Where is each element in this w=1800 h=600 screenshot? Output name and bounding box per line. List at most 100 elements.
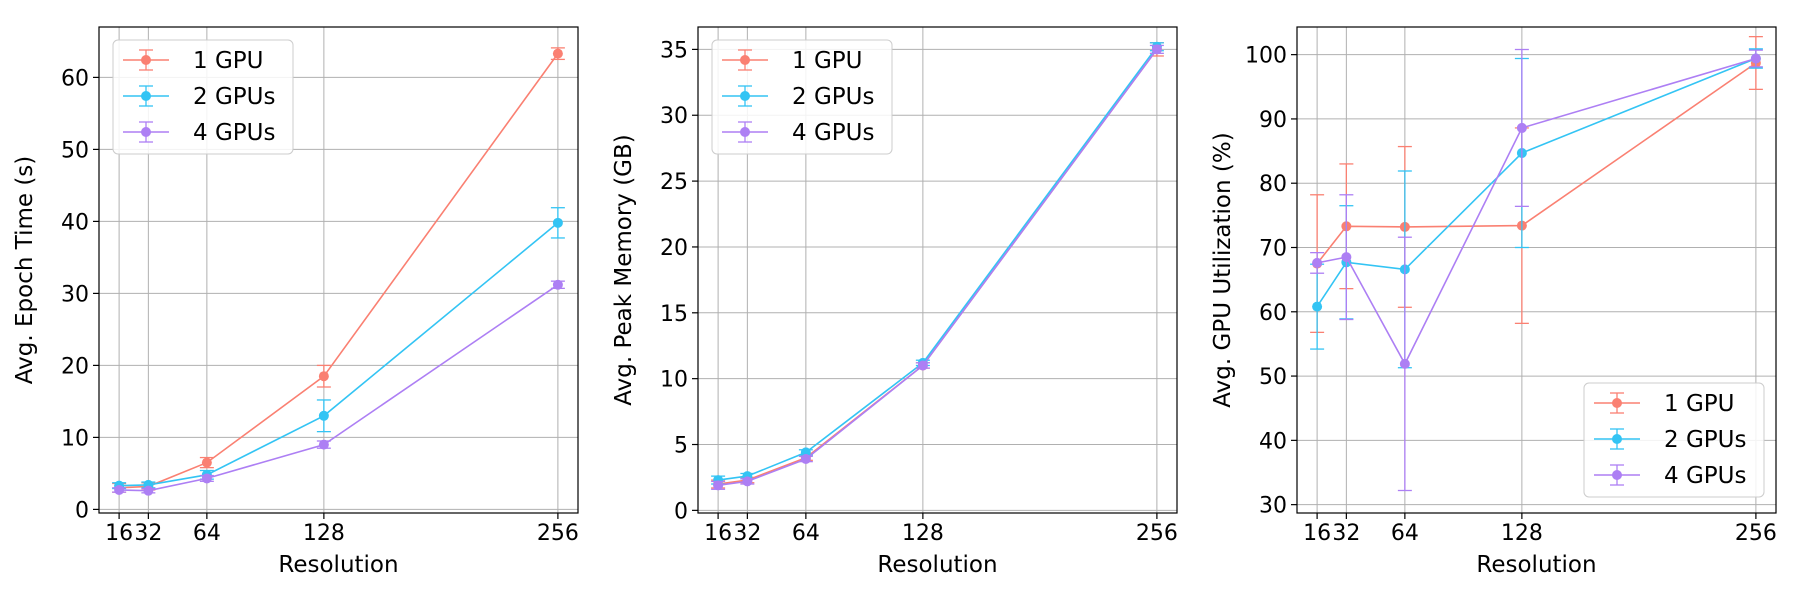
legend-marker <box>740 55 750 65</box>
y-axis-label: Avg. Epoch Time (s) <box>12 156 38 384</box>
chart-panel-1: 16 32 64 128 256 0 10 20 30 40 50 60 Resolution Avg. … <box>12 26 579 578</box>
data-point <box>318 410 329 421</box>
data-point <box>1151 44 1162 55</box>
x-tick-label: 64 <box>193 521 221 546</box>
y-axis-label: Avg. Peak Memory (GB) <box>611 134 637 406</box>
series-4gpus <box>711 44 1164 491</box>
data-point <box>1312 301 1323 312</box>
x-tick-label: 256 <box>537 521 579 546</box>
chart-panel-2: 16 32 64 128 256 0 5 10 15 20 25 30 35 Resolution Avg.… <box>611 26 1178 578</box>
data-point <box>800 454 811 464</box>
chart-panel-3: 16 32 64 128 256 30 40 50 60 70 80 90 100 Resolution A… <box>1210 26 1777 578</box>
data-point <box>1750 53 1761 64</box>
y-tick-label: 20 <box>61 354 89 379</box>
y-tick-label: 60 <box>61 66 89 91</box>
x-tick-label: 256 <box>1136 521 1178 546</box>
series-4gpus <box>1310 48 1763 492</box>
legend-marker <box>141 127 151 137</box>
legend-label: 2 GPUs <box>792 84 874 110</box>
legend-marker <box>740 91 750 101</box>
legend-label: 1 GPU <box>193 48 263 74</box>
axes-frame <box>98 26 579 514</box>
data-point <box>318 371 329 382</box>
legend-marker <box>740 127 750 137</box>
x-tick-label: 16 <box>704 521 732 546</box>
x-tick-label: 32 <box>733 521 761 546</box>
x-axis-label: Resolution <box>877 552 997 578</box>
legend-marker <box>141 55 151 65</box>
series-line <box>1316 57 1757 366</box>
x-tick-label: 32 <box>1332 521 1360 546</box>
data-point <box>201 473 212 484</box>
data-point <box>1399 358 1410 369</box>
axes-frame <box>697 26 1178 514</box>
legend-marker <box>1612 434 1622 444</box>
y-tick-label: 20 <box>660 236 688 261</box>
y-tick-label: 25 <box>660 170 688 195</box>
y-tick-label: 30 <box>1259 494 1287 519</box>
y-tick-label: 15 <box>660 302 688 327</box>
legend-label: 1 GPU <box>1664 391 1734 417</box>
x-axis-label: Resolution <box>278 552 398 578</box>
y-tick-label: 90 <box>1259 108 1287 133</box>
legend-box <box>711 39 893 155</box>
data-point <box>917 360 928 371</box>
legend-box <box>1583 382 1765 498</box>
series-line <box>119 284 559 492</box>
y-tick-label: 10 <box>61 426 89 451</box>
data-point <box>201 457 212 468</box>
legend: 1 GPU 2 GPUs 4 GPUs <box>112 39 294 155</box>
x-tick-label: 128 <box>902 521 944 546</box>
axes-frame <box>1296 26 1777 514</box>
y-tick-label: 100 <box>1245 44 1287 69</box>
y-tick-label: 30 <box>660 104 688 129</box>
y-tick-label: 40 <box>61 210 89 235</box>
y-tick-label: 50 <box>1259 365 1287 390</box>
x-tick-label: 16 <box>1303 521 1331 546</box>
y-tick-label: 80 <box>1259 172 1287 197</box>
data-point <box>318 439 329 450</box>
y-tick-label: 0 <box>75 498 89 523</box>
data-point <box>1341 252 1352 263</box>
y-tick-label: 50 <box>61 138 89 163</box>
x-tick-label: 256 <box>1735 521 1777 546</box>
x-tick-label: 64 <box>792 521 820 546</box>
data-point <box>552 48 563 59</box>
x-tick-label: 128 <box>1501 521 1543 546</box>
data-point <box>143 485 154 496</box>
x-tick-label: 64 <box>1391 521 1419 546</box>
legend-marker <box>141 91 151 101</box>
x-tick-label: 128 <box>303 521 345 546</box>
y-tick-label: 40 <box>1259 429 1287 454</box>
data-point <box>1516 122 1527 133</box>
legend-label: 2 GPUs <box>1664 427 1746 453</box>
series-line <box>1316 57 1757 308</box>
legend-marker <box>1612 470 1622 480</box>
legend-box <box>112 39 294 155</box>
series-2gpus <box>112 207 565 491</box>
y-tick-label: 30 <box>61 282 89 307</box>
legend-label: 4 GPUs <box>193 120 275 146</box>
y-tick-label: 70 <box>1259 237 1287 262</box>
legend-label: 2 GPUs <box>193 84 275 110</box>
series-line <box>119 222 559 487</box>
data-point <box>1312 257 1323 268</box>
x-axis-label: Resolution <box>1476 552 1596 578</box>
x-tick-label: 16 <box>105 521 133 546</box>
data-point <box>552 217 563 228</box>
data-point <box>742 476 753 487</box>
legend: 1 GPU 2 GPUs 4 GPUs <box>1583 382 1765 498</box>
legend: 1 GPU 2 GPUs 4 GPUs <box>711 39 893 155</box>
series-line <box>1316 62 1757 265</box>
legend-label: 4 GPUs <box>792 120 874 146</box>
data-point <box>114 484 125 495</box>
x-tick-label: 32 <box>134 521 162 546</box>
series-4gpus <box>112 279 565 496</box>
series-2gpus <box>1310 48 1763 369</box>
legend-label: 1 GPU <box>792 48 862 74</box>
y-tick-label: 0 <box>674 499 688 524</box>
y-tick-label: 10 <box>660 368 688 393</box>
legend-label: 4 GPUs <box>1664 463 1746 489</box>
y-axis-label: Avg. GPU Utilization (%) <box>1210 132 1236 407</box>
